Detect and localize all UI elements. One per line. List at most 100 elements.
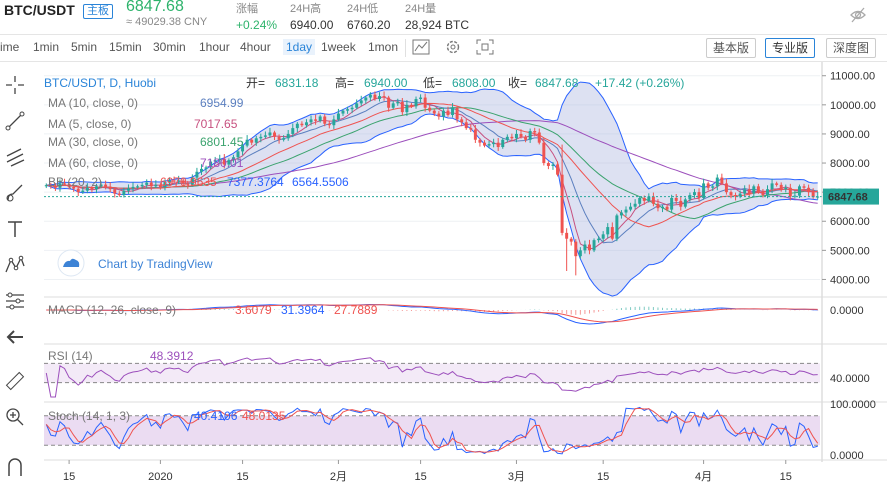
timeframe-5min[interactable]: 5min: [71, 40, 98, 54]
candle-body: [250, 139, 254, 143]
view-depth-button[interactable]: 深度图: [826, 38, 877, 58]
timeframe-1week[interactable]: 1week: [321, 40, 356, 54]
price-chart[interactable]: 4000.005000.006000.007000.008000.009000.…: [30, 62, 887, 487]
candle-body: [314, 119, 318, 121]
candle-body: [126, 188, 130, 191]
fullscreen-icon[interactable]: [476, 39, 494, 55]
candle-body: [734, 195, 738, 197]
view-basic-button[interactable]: 基本版: [706, 38, 757, 58]
legend-low: 6808.00: [452, 76, 496, 90]
macd-pane: 0.0000: [46, 304, 864, 325]
hide-eye-icon[interactable]: [849, 6, 867, 24]
candle-body: [405, 104, 409, 113]
pattern-icon[interactable]: [4, 254, 26, 276]
watermark-text: Chart by TradingView: [98, 257, 213, 271]
ruler-icon[interactable]: [4, 370, 26, 392]
pair-symbol[interactable]: BTC/USDT: [4, 2, 75, 18]
stoch-axis-bottom: 0.0000: [830, 450, 864, 462]
ma5-value: 7017.65: [194, 117, 238, 131]
candle-body: [647, 196, 651, 201]
candle-body: [172, 180, 176, 182]
cloud-icon: [63, 258, 80, 267]
price-tick-label: 9000.00: [830, 129, 870, 141]
candle-body: [797, 186, 801, 196]
timeframe-15min[interactable]: 15min: [109, 40, 142, 54]
candle-body: [99, 184, 103, 187]
candle-body: [624, 209, 628, 213]
candle-body: [565, 232, 569, 239]
legend-open: 6831.18: [275, 76, 319, 90]
candle-body: [492, 142, 496, 145]
candle-body: [355, 103, 359, 108]
brush-icon[interactable]: [4, 182, 26, 204]
fib-tool-icon[interactable]: [4, 146, 26, 168]
ma10-label: MA (10, close, 0): [48, 96, 138, 110]
back-arrow-icon[interactable]: [4, 326, 26, 348]
candle-body: [720, 177, 724, 184]
candle-body: [752, 186, 756, 194]
candle-body: [268, 132, 272, 136]
candle-body: [154, 184, 158, 187]
candle-body: [510, 136, 514, 139]
chart-type-icon[interactable]: [412, 39, 430, 55]
price-tick-label: 4000.00: [830, 274, 870, 286]
candle-body: [715, 177, 719, 187]
candle-body: [199, 168, 203, 172]
candle-body: [72, 186, 76, 189]
candle-body: [318, 116, 322, 121]
rsi-pane: 40.0000: [44, 357, 870, 398]
candle-body: [702, 183, 706, 198]
candle-body: [651, 196, 655, 204]
candle-body: [533, 131, 537, 133]
candle-body: [747, 189, 751, 194]
timeframe-1hour[interactable]: 1hour: [199, 40, 230, 54]
candle-body: [273, 132, 277, 137]
candle-body: [85, 187, 89, 191]
zoom-in-icon[interactable]: [4, 406, 26, 428]
candle-body: [587, 244, 591, 251]
timeframe-1min[interactable]: 1min: [33, 40, 60, 54]
view-pro-button[interactable]: 专业版: [765, 38, 816, 58]
stoch-pane: 100.0000 0.0000: [44, 399, 876, 462]
candle-body: [168, 180, 172, 182]
candle-body: [469, 128, 473, 130]
trend-line-icon[interactable]: [4, 110, 26, 132]
stoch-label: Stoch (14, 1, 3): [48, 409, 130, 423]
timeframe-1mon[interactable]: 1mon: [368, 40, 399, 54]
candle-body: [81, 190, 85, 193]
candle-body: [775, 183, 779, 185]
candle-body: [519, 133, 523, 137]
candle-body: [282, 138, 286, 140]
candle-body: [601, 234, 605, 239]
candle-body: [332, 119, 336, 126]
candle-body: [90, 187, 94, 190]
candle-body: [341, 110, 345, 114]
candle-body: [528, 131, 532, 140]
timeframe-4hour[interactable]: 4hour: [240, 40, 271, 54]
timeframe-time-cut[interactable]: ime: [0, 40, 20, 54]
timeframe-1day[interactable]: 1day: [283, 39, 316, 55]
candle-body: [656, 203, 660, 209]
settings-gear-icon[interactable]: [444, 39, 462, 55]
stat-24h-low: 24H低 6760.20: [347, 3, 391, 32]
last-price: 6847.68: [126, 0, 184, 15]
candle-body: [610, 227, 614, 239]
time-tick-label: 3月: [508, 471, 525, 483]
candle-body: [241, 145, 245, 152]
candle-body: [391, 103, 395, 108]
candle-body: [606, 227, 610, 235]
stat-24h-volume: 24H量 28,924 BTC: [405, 3, 470, 32]
candle-body: [432, 110, 436, 114]
bb-lower-value: 6564.5506: [292, 175, 349, 189]
timeframe-30min[interactable]: 30min: [153, 40, 186, 54]
magnet-icon[interactable]: [4, 456, 26, 478]
text-tool-icon[interactable]: [4, 218, 26, 240]
candle-body: [428, 107, 432, 111]
candle-body: [597, 238, 601, 241]
prediction-icon[interactable]: [4, 290, 26, 312]
candle-body: [437, 113, 441, 117]
candle-body: [67, 183, 71, 187]
candle-body: [190, 177, 194, 185]
crosshair-icon[interactable]: [4, 74, 26, 96]
candle-body: [711, 186, 715, 188]
